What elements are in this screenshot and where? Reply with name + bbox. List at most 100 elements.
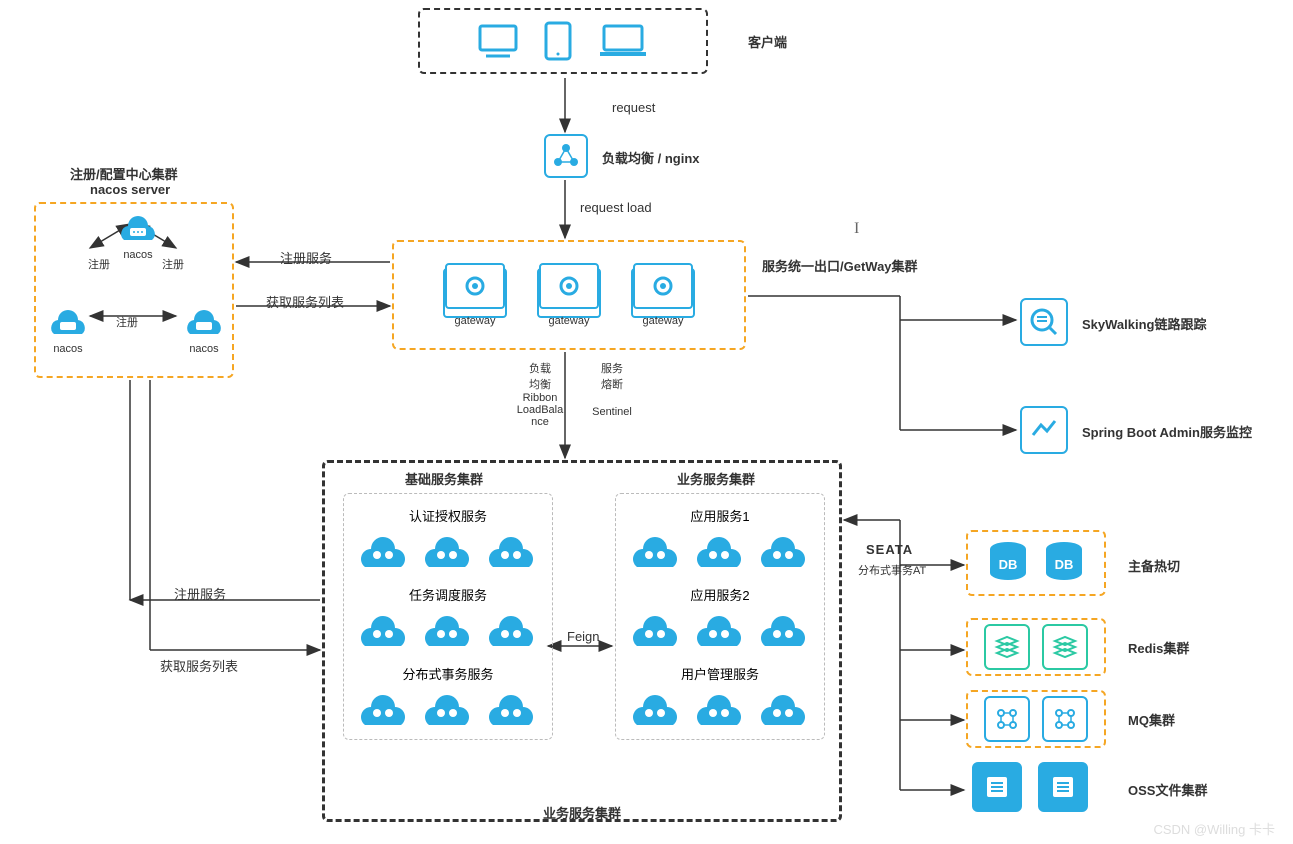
database-icon: DB — [1042, 539, 1086, 587]
cloud-gears-icon — [419, 531, 477, 571]
svc-group: 用户管理服务 — [622, 660, 818, 729]
cloud-gears-icon — [627, 610, 685, 650]
cloud-gears-icon — [691, 531, 749, 571]
nacos-edge-2: 注册 — [162, 256, 184, 272]
mid-right-labels: 服务 熔断 Sentinel — [582, 360, 642, 418]
cloud-gears-icon — [755, 531, 813, 571]
svc-title: 认证授权服务 — [350, 506, 546, 525]
svc-group: 应用服务2 — [622, 581, 818, 650]
svg-text:DB: DB — [1055, 557, 1074, 572]
oss-pair — [972, 762, 1088, 812]
db-box: DB DB — [966, 530, 1106, 596]
nacos-node-br: nacos — [182, 304, 226, 355]
services-footer: 业务服务集群 — [543, 803, 621, 822]
text-cursor-icon: I — [854, 220, 859, 238]
nacos-node-bl: nacos — [46, 304, 90, 355]
cloud-gears-icon — [419, 610, 477, 650]
desktop-icon — [476, 22, 520, 60]
gateway-label: gateway — [445, 315, 505, 327]
cloud-gears-icon — [483, 689, 541, 729]
ml1: 负载 — [510, 360, 570, 376]
redis-icon — [1042, 624, 1088, 670]
nacos-svc-label1: 注册服务 — [174, 584, 226, 603]
diagram-canvas: 客户端 request 负载均衡 / nginx request load 注册… — [0, 0, 1293, 844]
mr2: 熔断 — [582, 376, 642, 392]
svc-group: 任务调度服务 — [350, 581, 546, 650]
cloud-gears-icon — [627, 531, 685, 571]
nacos-cluster-box: nacos nacos nacos 注册 注册 注册 — [34, 202, 234, 378]
ml3: Ribbon — [510, 392, 570, 404]
nacos-node-top: nacos — [116, 210, 160, 261]
database-icon: DB — [986, 539, 1030, 587]
basic-services-title: 基础服务集群 — [405, 472, 483, 487]
nacos-title2: nacos server — [90, 182, 170, 197]
right-inner: 应用服务1 应用服务2 用户管理服务 — [615, 493, 825, 740]
redis-icon — [984, 624, 1030, 670]
skywalking-icon — [1020, 298, 1068, 346]
gateway-item: gateway — [633, 263, 693, 327]
cloud-gears-icon — [419, 689, 477, 729]
request-load-label: request load — [580, 200, 652, 215]
nacos-label: nacos — [182, 343, 226, 355]
gateway-item: gateway — [539, 263, 599, 327]
cloud-gears-icon — [691, 689, 749, 729]
gateway-box: gateway gateway gateway — [392, 240, 746, 350]
file-icon — [972, 762, 1022, 812]
left-col-title: 基础服务集群 — [405, 469, 483, 489]
request-label: request — [612, 100, 655, 115]
client-box — [418, 8, 708, 74]
svc-title: 用户管理服务 — [622, 664, 818, 683]
gear-card-icon — [539, 263, 599, 309]
services-box: 基础服务集群 业务服务集群 认证授权服务 任务调度服务 分布式事务服务 应用服务… — [322, 460, 842, 822]
svc-group: 认证授权服务 — [350, 502, 546, 571]
nacos-edge-3: 注册 — [116, 314, 138, 330]
svc-title: 应用服务2 — [622, 585, 818, 604]
laptop-icon — [596, 22, 650, 60]
cloud-server-icon — [46, 304, 90, 338]
nginx-label: 负载均衡 / nginx — [602, 148, 700, 167]
tablet-icon — [542, 21, 574, 61]
cloud-gears-icon — [483, 531, 541, 571]
gear-card-icon — [445, 263, 505, 309]
svc-title: 任务调度服务 — [350, 585, 546, 604]
nacos-label: nacos — [46, 343, 90, 355]
svc-title: 分布式事务服务 — [350, 664, 546, 683]
oss-label: OSS文件集群 — [1128, 780, 1207, 799]
gateway-title: 服务统一出口/GetWay集群 — [762, 256, 918, 275]
ml5: nce — [510, 416, 570, 428]
svg-text:DB: DB — [999, 557, 1018, 572]
redis-box — [966, 618, 1106, 676]
mid-left-labels: 负载 均衡 Ribbon LoadBala nce — [510, 360, 570, 428]
nacos-gw-label1: 注册服务 — [280, 248, 332, 267]
mr3: Sentinel — [582, 406, 642, 418]
mq-icon — [984, 696, 1030, 742]
nginx-icon — [544, 134, 588, 178]
skywalking-label: SkyWalking链路跟踪 — [1082, 314, 1206, 333]
mr1: 服务 — [582, 360, 642, 376]
svc-group: 应用服务1 — [622, 502, 818, 571]
ml2: 均衡 — [510, 376, 570, 392]
cloud-gears-icon — [483, 610, 541, 650]
right-col-title: 业务服务集群 — [677, 469, 755, 489]
mq-icon — [1042, 696, 1088, 742]
left-inner: 认证授权服务 任务调度服务 分布式事务服务 — [343, 493, 553, 740]
cloud-server-icon — [182, 304, 226, 338]
watermark: CSDN @Willing 卡卡 — [1153, 819, 1275, 838]
svc-title: 应用服务1 — [622, 506, 818, 525]
file-icon — [1038, 762, 1088, 812]
gateway-label: gateway — [539, 315, 599, 327]
cloud-gears-icon — [755, 689, 813, 729]
cloud-gears-icon — [355, 689, 413, 729]
gear-card-icon — [633, 263, 693, 309]
gateway-label: gateway — [633, 315, 693, 327]
sba-icon — [1020, 406, 1068, 454]
cloud-server-icon — [116, 210, 160, 244]
ml4: LoadBala — [510, 404, 570, 416]
nacos-title1: 注册/配置中心集群 — [70, 164, 178, 183]
feign-label: Feign — [567, 629, 600, 644]
db-label: 主备热切 — [1128, 556, 1180, 575]
cloud-gears-icon — [355, 610, 413, 650]
cloud-gears-icon — [627, 689, 685, 729]
cloud-gears-icon — [355, 531, 413, 571]
seata-sub: 分布式事务AT — [858, 562, 926, 578]
